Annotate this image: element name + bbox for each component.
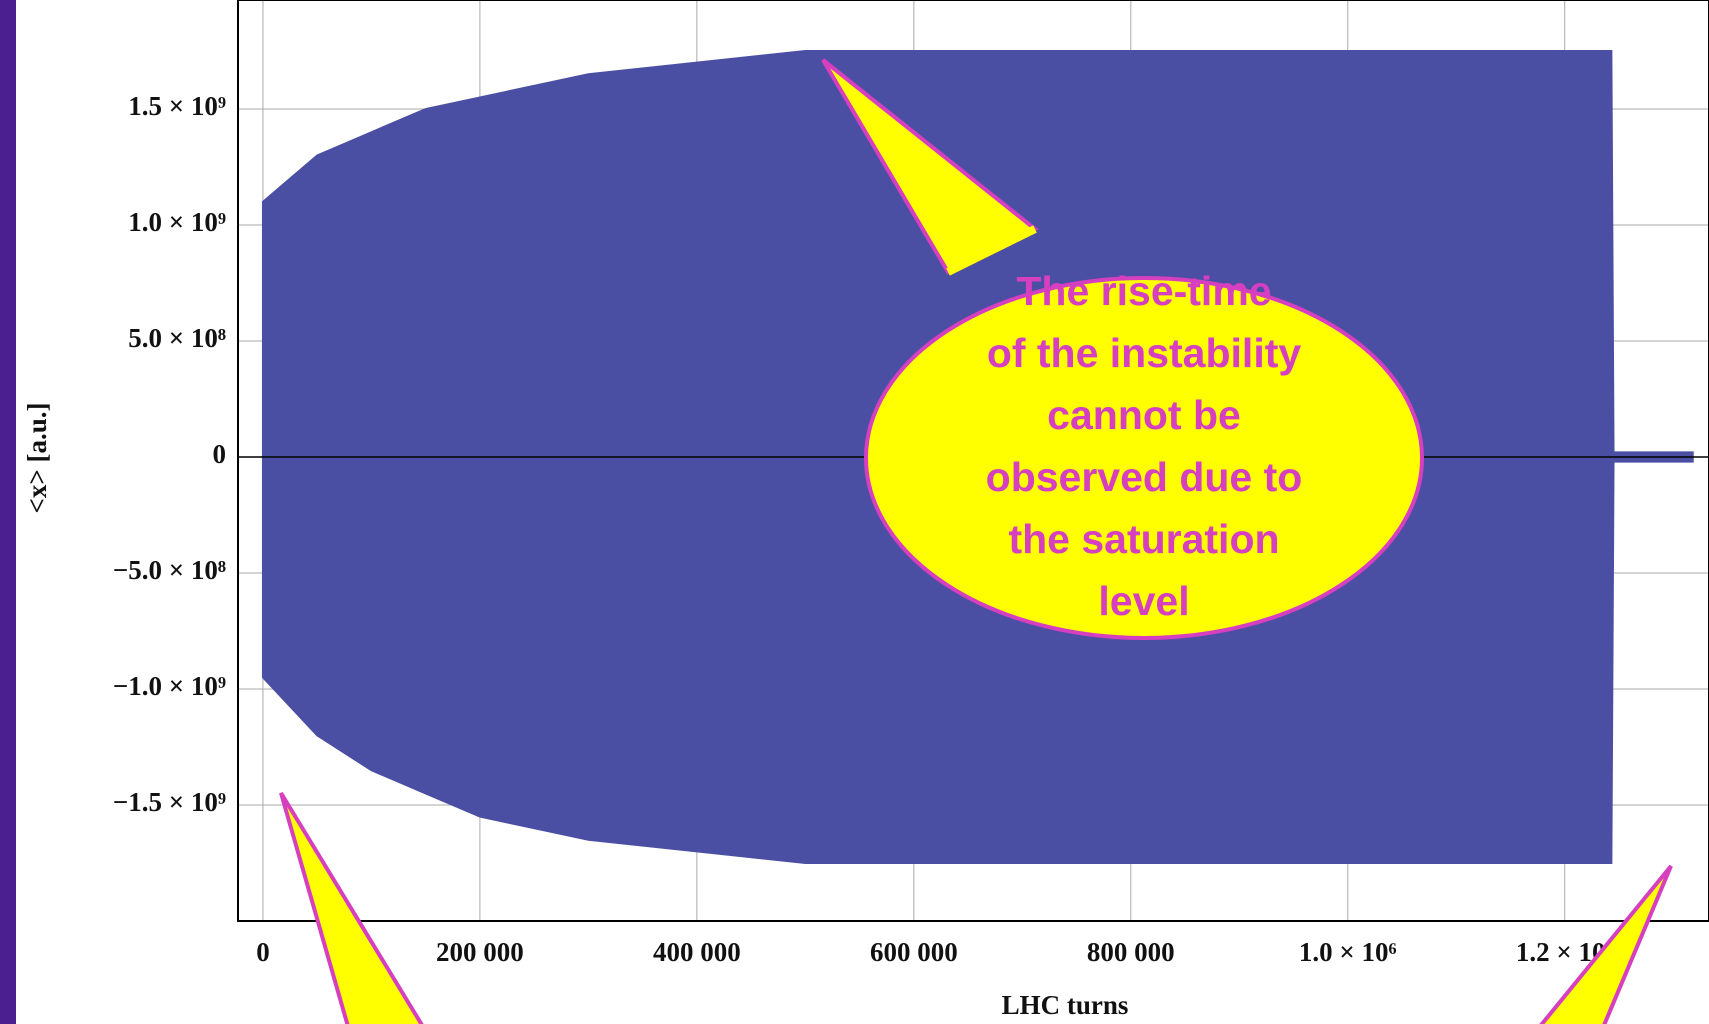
callouts: The rise-time of the instability cannot be… [279, 58, 1673, 1024]
y-tick-label: −1.0 × 10⁹ [113, 671, 226, 701]
y-tick-label: 5.0 × 10⁸ [128, 323, 226, 353]
callout-pointer [1539, 864, 1673, 1024]
y-tick-label: 1.5 × 10⁹ [128, 91, 226, 121]
y-tick-label: 1.0 × 10⁹ [128, 207, 226, 237]
annotation-line: observed due to [986, 454, 1303, 500]
slide-edge [0, 0, 16, 1024]
x-tick-label: 600 000 [870, 937, 958, 967]
x-tick-label: 1.0 × 10⁶ [1299, 937, 1397, 967]
y-tick-label: −5.0 × 10⁸ [113, 555, 226, 585]
annotation-line: the saturation [1008, 516, 1279, 562]
x-tick-label: 0 [256, 937, 270, 967]
callout-pointer [279, 791, 424, 1024]
annotation-line: level [1098, 578, 1189, 624]
callout-join [946, 225, 1037, 276]
x-axis-title: LHC turns [1002, 990, 1129, 1020]
x-tick-label: 800 000 [1087, 937, 1175, 967]
x-tick-label: 400 000 [653, 937, 741, 967]
annotation-line: The rise-time [1016, 268, 1271, 314]
plot-frame [237, 0, 1709, 922]
x-tick-label: 200 000 [436, 937, 524, 967]
y-axis-title: <x> [a.u.] [22, 402, 52, 513]
callout-bubble [864, 276, 1424, 640]
annotation-line: of the instability [987, 330, 1302, 376]
annotation-line: cannot be [1047, 392, 1241, 438]
y-tick-label: 0 [213, 439, 227, 469]
y-tick-label: −1.5 × 10⁹ [113, 787, 226, 817]
